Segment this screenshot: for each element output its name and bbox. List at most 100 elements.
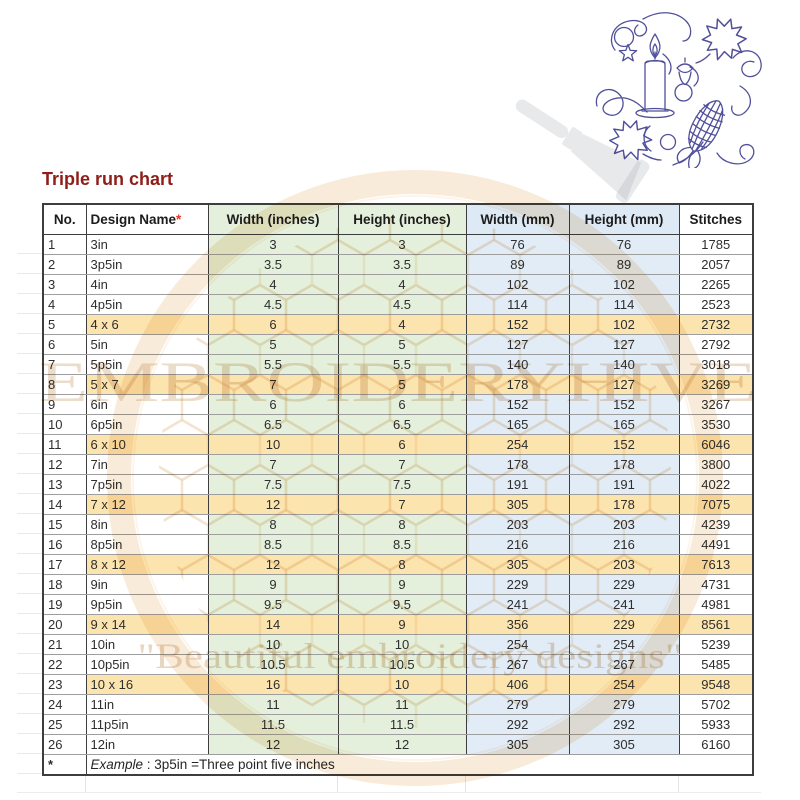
cell-width-mm: 203 <box>465 514 570 535</box>
cell-design-name: 11in <box>85 694 209 715</box>
flame-icon <box>649 33 661 59</box>
cell-design-name: 12in <box>85 734 209 755</box>
cell-height-mm: 127 <box>568 374 680 395</box>
col-header-no: No. <box>42 203 87 235</box>
col-header-height-inches: Height (inches) <box>337 203 467 235</box>
cell-stitches: 4239 <box>678 514 754 535</box>
cell-design-name: 5in <box>85 334 209 355</box>
cell-height-mm: 254 <box>568 634 680 655</box>
cell-design-name: 10in <box>85 634 209 655</box>
cell-width-mm: 279 <box>465 694 570 715</box>
cell-width-mm: 305 <box>465 494 570 515</box>
cell-height-inches: 8 <box>337 554 467 575</box>
cell-height-mm: 267 <box>568 654 680 675</box>
table-row: 21 10in 10 10 254 254 5239 <box>42 634 754 655</box>
cell-height-mm: 178 <box>568 454 680 475</box>
cell-no: 7 <box>42 354 87 375</box>
cell-height-inches: 8.5 <box>337 534 467 555</box>
cell-width-mm: 178 <box>465 454 570 475</box>
table-row: 22 10p5in 10.5 10.5 267 267 5485 <box>42 654 754 675</box>
cell-width-inches: 9 <box>207 574 339 595</box>
cell-stitches: 5485 <box>678 654 754 675</box>
cell-width-mm: 114 <box>465 294 570 315</box>
cell-height-mm: 114 <box>568 294 680 315</box>
table-row: 6 5in 5 5 127 127 2792 <box>42 334 754 355</box>
cell-stitches: 8561 <box>678 614 754 635</box>
cell-width-inches: 10 <box>207 634 339 655</box>
cell-stitches: 2732 <box>678 314 754 335</box>
cell-no: 25 <box>42 714 87 735</box>
cell-no: 11 <box>42 434 87 455</box>
cell-design-name: 6p5in <box>85 414 209 435</box>
cell-width-mm: 152 <box>465 314 570 335</box>
cell-height-inches: 10 <box>337 634 467 655</box>
swirl-lines <box>595 12 762 166</box>
col-header-stitches: Stitches <box>678 203 754 235</box>
cell-width-mm: 102 <box>465 274 570 295</box>
cell-height-inches: 5 <box>337 334 467 355</box>
cell-width-mm: 140 <box>465 354 570 375</box>
col-header-width-mm: Width (mm) <box>465 203 570 235</box>
table-row: 9 6in 6 6 152 152 3267 <box>42 394 754 415</box>
cell-no: 9 <box>42 394 87 415</box>
table-row: 5 4 x 6 6 4 152 102 2732 <box>42 314 754 335</box>
cell-height-mm: 254 <box>568 674 680 695</box>
cell-width-inches: 4.5 <box>207 294 339 315</box>
cell-height-mm: 292 <box>568 714 680 735</box>
cell-height-mm: 203 <box>568 554 680 575</box>
cell-width-inches: 7 <box>207 454 339 475</box>
cell-width-inches: 12 <box>207 494 339 515</box>
cell-no: 23 <box>42 674 87 695</box>
gridline-stubs-left <box>17 234 42 775</box>
cell-stitches: 5702 <box>678 694 754 715</box>
cell-width-mm: 356 <box>465 614 570 635</box>
cell-design-name: 7 x 12 <box>85 494 209 515</box>
table-row: 12 7in 7 7 178 178 3800 <box>42 454 754 475</box>
circle-ornament <box>613 26 635 48</box>
cell-height-inches: 11 <box>337 694 467 715</box>
cell-stitches: 2792 <box>678 334 754 355</box>
cell-height-inches: 3 <box>337 234 467 255</box>
cell-width-mm: 178 <box>465 374 570 395</box>
cell-no: 2 <box>42 254 87 275</box>
cell-height-mm: 229 <box>568 574 680 595</box>
cell-design-name: 4p5in <box>85 294 209 315</box>
cell-design-name: 4in <box>85 274 209 295</box>
cell-no: 20 <box>42 614 87 635</box>
cell-height-inches: 7.5 <box>337 474 467 495</box>
cell-no: 15 <box>42 514 87 535</box>
cell-width-mm: 152 <box>465 394 570 415</box>
cell-stitches: 5239 <box>678 634 754 655</box>
table-row: 24 11in 11 11 279 279 5702 <box>42 694 754 715</box>
table-row: 10 6p5in 6.5 6.5 165 165 3530 <box>42 414 754 435</box>
cell-stitches: 6046 <box>678 434 754 455</box>
cell-no: 17 <box>42 554 87 575</box>
circle-ornament <box>674 83 693 102</box>
cell-width-mm: 76 <box>465 234 570 255</box>
cell-width-mm: 216 <box>465 534 570 555</box>
cell-height-inches: 9 <box>337 574 467 595</box>
cell-stitches: 3018 <box>678 354 754 375</box>
table-row: 16 8p5in 8.5 8.5 216 216 4491 <box>42 534 754 555</box>
cell-design-name: 3p5in <box>85 254 209 275</box>
cell-width-inches: 4 <box>207 274 339 295</box>
cell-stitches: 2523 <box>678 294 754 315</box>
cell-no: 13 <box>42 474 87 495</box>
cell-no: 21 <box>42 634 87 655</box>
candle-icon <box>635 33 675 119</box>
cell-width-inches: 3.5 <box>207 254 339 275</box>
cell-design-name: 5p5in <box>85 354 209 375</box>
cell-design-name: 6in <box>85 394 209 415</box>
cell-no: 6 <box>42 334 87 355</box>
cell-design-name: 11p5in <box>85 714 209 735</box>
cell-stitches: 4022 <box>678 474 754 495</box>
cell-height-inches: 3.5 <box>337 254 467 275</box>
cell-no: 4 <box>42 294 87 315</box>
cell-stitches: 4731 <box>678 574 754 595</box>
cell-height-mm: 165 <box>568 414 680 435</box>
cell-no: 24 <box>42 694 87 715</box>
cell-height-inches: 9.5 <box>337 594 467 615</box>
cell-no: 12 <box>42 454 87 475</box>
cell-height-mm: 203 <box>568 514 680 535</box>
cell-width-mm: 89 <box>465 254 570 275</box>
